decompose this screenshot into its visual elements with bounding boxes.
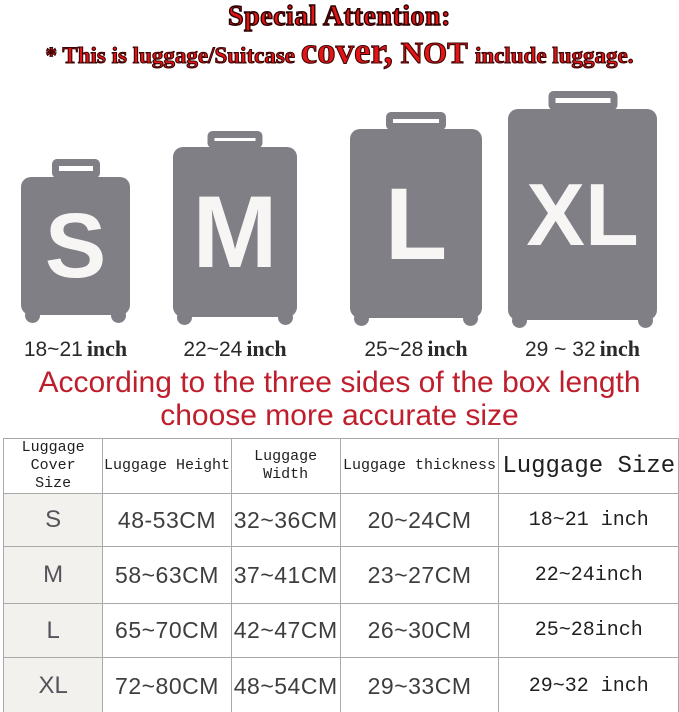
- cell-width: 42~47CM: [230, 603, 341, 658]
- col-header-cover-size-line2: Size: [35, 475, 72, 492]
- size-range-unit: inch: [599, 336, 640, 361]
- suitcase-wheel-icon: [111, 308, 126, 323]
- col-header-height: Luggage Height: [102, 438, 232, 494]
- suitcase-letter: L: [384, 166, 448, 281]
- cell-height: 48-53CM: [102, 493, 232, 547]
- suitcase-letter: M: [192, 175, 278, 289]
- fit-instruction: According to the three sides of the box …: [0, 366, 679, 432]
- suitcase-m: M: [173, 131, 297, 325]
- table-row: M 58~63CM 37~41CM 23~27CM 22~24inch: [2, 546, 679, 604]
- table-row: L 65~70CM 42~47CM 26~30CM 25~28inch: [2, 603, 679, 658]
- cell-size: S: [2, 493, 104, 547]
- cell-thickness: 26~30CM: [339, 603, 500, 658]
- cell-luggage-size: 29~32 inch: [498, 657, 679, 712]
- suitcase-wheel-icon: [463, 311, 478, 326]
- suitcase-wheel-icon: [177, 310, 192, 325]
- cell-thickness: 23~27CM: [339, 546, 500, 604]
- suitcase-letter: XL: [526, 164, 639, 264]
- size-table: Luggage Cover Size Luggage Height Luggage…: [2, 438, 679, 712]
- col-header-luggage-size: Luggage Size: [498, 438, 679, 494]
- size-range-unit: inch: [246, 336, 287, 361]
- col-header-width: Luggage Width: [230, 438, 341, 494]
- suitcase-letter: S: [44, 195, 107, 297]
- cell-size: M: [2, 546, 104, 604]
- col-header-cover-size-line1: Luggage Cover: [21, 439, 85, 475]
- cell-height: 65~70CM: [102, 603, 232, 658]
- fit-instruction-line2: choose more accurate size: [160, 399, 519, 432]
- suitcase-wheel-icon: [354, 311, 369, 326]
- suitcase-wheel-icon: [25, 308, 40, 323]
- cell-thickness: 29~33CM: [339, 657, 500, 712]
- note-cover-word: cover,: [300, 30, 393, 72]
- suitcase-xl: XL: [508, 91, 657, 328]
- size-range-unit: inch: [86, 336, 128, 361]
- cell-width: 37~41CM: [230, 546, 341, 604]
- cell-width: 32~36CM: [230, 493, 341, 547]
- size-range-label: 25~28 inch: [350, 336, 482, 362]
- cell-size: L: [2, 603, 104, 658]
- suitcase-handle-icon: [207, 131, 263, 148]
- cell-width: 48~54CM: [230, 657, 341, 712]
- note-suffix: include luggage.: [474, 42, 634, 68]
- suitcase-s: S: [21, 159, 130, 323]
- col-header-thickness: Luggage thickness: [339, 438, 500, 494]
- table-header-row: Luggage Cover Size Luggage Height Luggage…: [2, 438, 679, 494]
- size-range-value: 25~28: [364, 338, 424, 361]
- cell-luggage-size: 22~24inch: [498, 546, 679, 604]
- suitcase-wheel-icon: [638, 313, 653, 328]
- suitcase-wheel-icon: [278, 310, 293, 325]
- cell-thickness: 20~24CM: [339, 493, 500, 547]
- attention-note: * This is luggage/Suitcase cover, NOT in…: [0, 30, 679, 73]
- size-range-label: 29 ~ 32 inch: [508, 336, 657, 362]
- col-header-cover-size: Luggage Cover Size: [2, 438, 104, 494]
- cell-luggage-size: 18~21 inch: [498, 493, 679, 547]
- cell-height: 72~80CM: [102, 657, 232, 712]
- table-row: XL 72~80CM 48~54CM 29~33CM 29~32 inch: [2, 657, 679, 712]
- size-range-value: 22~24: [183, 338, 243, 361]
- table-row: S 48-53CM 32~36CM 20~24CM 18~21 inch: [2, 493, 679, 547]
- suitcase-wheel-icon: [512, 313, 527, 328]
- size-range-label: 18~21 inch: [21, 336, 130, 362]
- cell-height: 58~63CM: [102, 546, 232, 604]
- size-range-unit: inch: [427, 336, 468, 361]
- suitcase-l: L: [350, 112, 482, 326]
- size-range-value: 29 ~ 32: [524, 338, 596, 361]
- cell-size: XL: [2, 657, 104, 712]
- note-not-word: NOT: [392, 34, 475, 70]
- note-prefix: * This is luggage/Suitcase: [45, 42, 301, 68]
- suitcase-handle-icon: [386, 112, 446, 130]
- fit-instruction-line1: According to the three sides of the box …: [38, 366, 641, 399]
- size-range-label: 22~24 inch: [173, 336, 297, 362]
- size-range-value: 18~21: [23, 338, 83, 361]
- attention-title: Special Attention:: [227, 0, 451, 32]
- suitcase-handle-icon: [51, 159, 100, 178]
- suitcase-handle-icon: [548, 91, 617, 110]
- cell-luggage-size: 25~28inch: [498, 603, 679, 658]
